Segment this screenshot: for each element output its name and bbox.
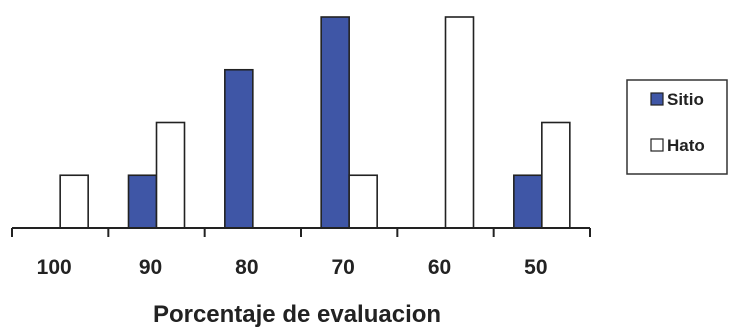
x-tick-label-90: 90 xyxy=(139,256,162,279)
bar-sitio-80 xyxy=(224,68,254,229)
x-tick-label-80: 80 xyxy=(235,256,258,279)
x-axis-title: Porcentaje de evaluacion xyxy=(153,301,441,327)
legend-box xyxy=(626,79,728,175)
x-tick-labels: 100 90 80 70 60 50 xyxy=(37,256,548,279)
bar-hato-100 xyxy=(59,174,89,229)
legend-swatch-hato xyxy=(650,138,664,152)
x-axis xyxy=(11,227,591,237)
legend-label-hato: Hato xyxy=(667,136,705,155)
x-tick-label-50: 50 xyxy=(524,256,547,279)
bar-hato-70 xyxy=(348,174,378,229)
legend-label-sitio: Sitio xyxy=(667,90,704,109)
bar-sitio-50 xyxy=(513,174,543,229)
bar-hato-90 xyxy=(155,121,186,229)
x-tick-label-70: 70 xyxy=(331,256,354,279)
x-tick-label-60: 60 xyxy=(428,256,451,279)
legend: Sitio Hato xyxy=(626,79,728,175)
bars-group xyxy=(59,16,571,229)
x-tick-label-100: 100 xyxy=(37,256,72,279)
bar-sitio-70 xyxy=(320,16,350,229)
bar-sitio-90 xyxy=(127,174,158,229)
legend-swatch-sitio xyxy=(650,92,664,106)
bar-hato-60 xyxy=(444,16,475,229)
bar-hato-50 xyxy=(541,121,571,229)
